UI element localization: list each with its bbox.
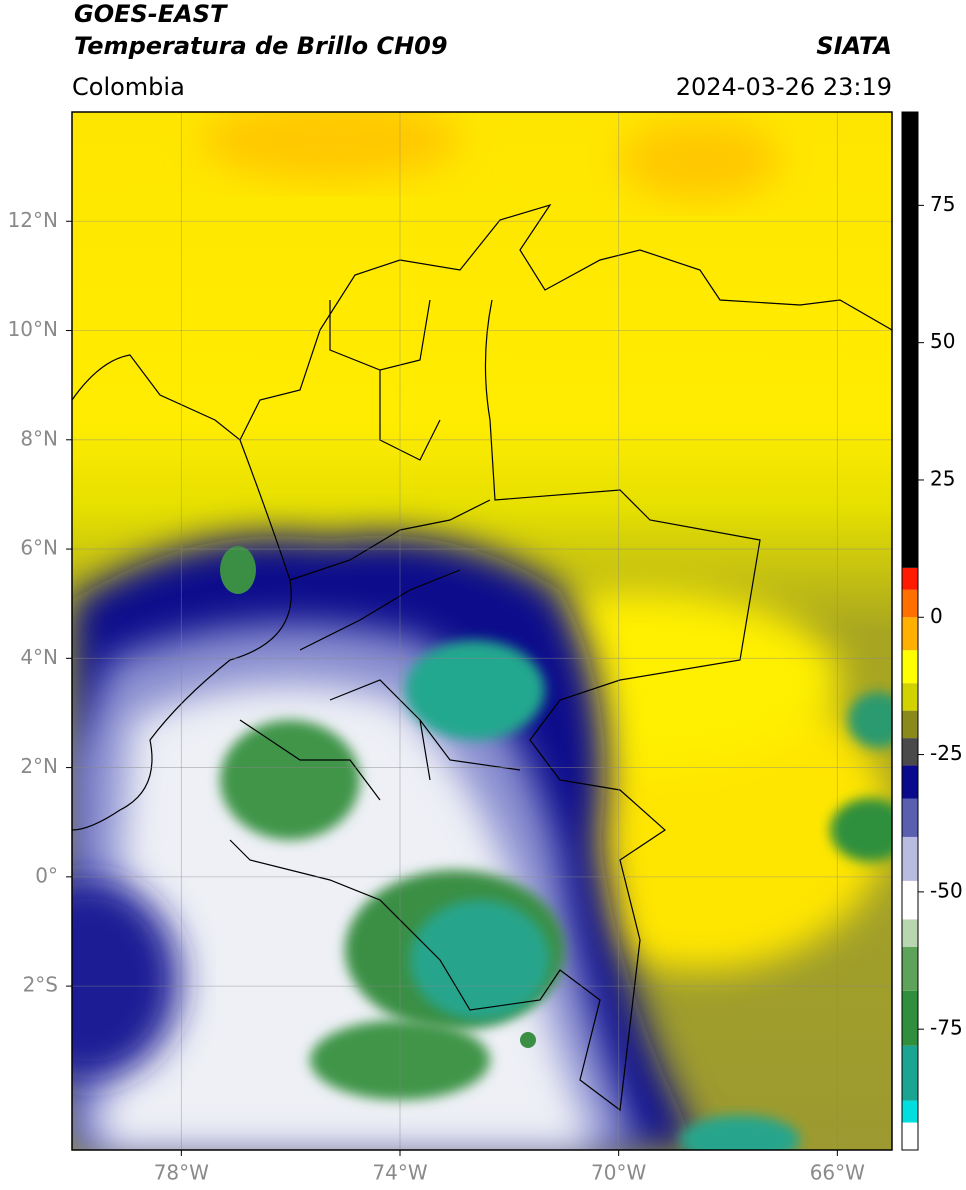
- colorbar-tick-label: 50: [930, 329, 955, 353]
- lon-tick-label: 70°W: [591, 1161, 646, 1185]
- colorbar-frame: [901, 111, 919, 1151]
- title: GOES-EAST: [74, 0, 228, 28]
- colorbar-tick-label: 75: [930, 192, 955, 216]
- colorbar-segment: [902, 1100, 918, 1123]
- colorbar-segment: [902, 798, 918, 837]
- colorbar: [902, 112, 924, 1150]
- colorbar-segment: [902, 880, 918, 920]
- datetime: 2024-03-26 23:19: [676, 73, 892, 101]
- colorbar-segment: [902, 765, 918, 799]
- colorbar-tick-label: -75: [930, 1016, 963, 1040]
- subtitle: Temperatura de Brillo CH09: [74, 32, 448, 60]
- satellite-image: [72, 112, 892, 1150]
- colorbar-tick-label: -50: [930, 878, 963, 902]
- lat-tick-label: 6°N: [20, 536, 58, 560]
- colorbar-segment: [902, 1045, 918, 1101]
- lat-tick-label: 4°N: [20, 645, 58, 669]
- colorbar-tick-label: 0: [930, 604, 943, 628]
- lon-tick-label: 78°W: [154, 1161, 209, 1185]
- colorbar-segment: [902, 738, 918, 766]
- colorbar-tick-label: -25: [930, 741, 963, 765]
- colorbar-segment: [902, 990, 918, 1046]
- lat-tick-label: 2°S: [23, 973, 58, 997]
- lat-tick-label: 12°N: [8, 208, 58, 232]
- colorbar-segment: [902, 946, 918, 991]
- source: SIATA: [816, 32, 892, 60]
- colorbar-tick-label: 25: [930, 466, 955, 490]
- grid: [66, 112, 892, 1156]
- colorbar-segment: [902, 683, 918, 711]
- colorbar-segment: [902, 112, 918, 568]
- colorbar-segment: [902, 650, 918, 684]
- colorbar-segment: [902, 589, 918, 618]
- map-frame: [71, 111, 893, 1151]
- region: Colombia: [72, 73, 185, 101]
- lat-tick-label: 8°N: [20, 426, 58, 450]
- colorbar-segment: [902, 617, 918, 651]
- colorbar-segment: [902, 1122, 918, 1150]
- lat-tick-label: 10°N: [8, 317, 58, 341]
- colorbar-segment: [902, 919, 918, 947]
- lon-tick-label: 66°W: [810, 1161, 865, 1185]
- colorbar-segment: [902, 836, 918, 881]
- lon-tick-label: 74°W: [372, 1161, 427, 1185]
- lat-tick-label: 0°: [35, 863, 58, 887]
- colorbar-segment: [902, 710, 918, 739]
- lat-tick-label: 2°N: [20, 754, 58, 778]
- colorbar-segment: [902, 567, 918, 590]
